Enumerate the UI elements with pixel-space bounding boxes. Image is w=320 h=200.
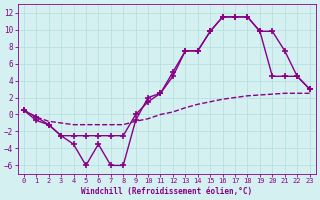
X-axis label: Windchill (Refroidissement éolien,°C): Windchill (Refroidissement éolien,°C) <box>81 187 252 196</box>
